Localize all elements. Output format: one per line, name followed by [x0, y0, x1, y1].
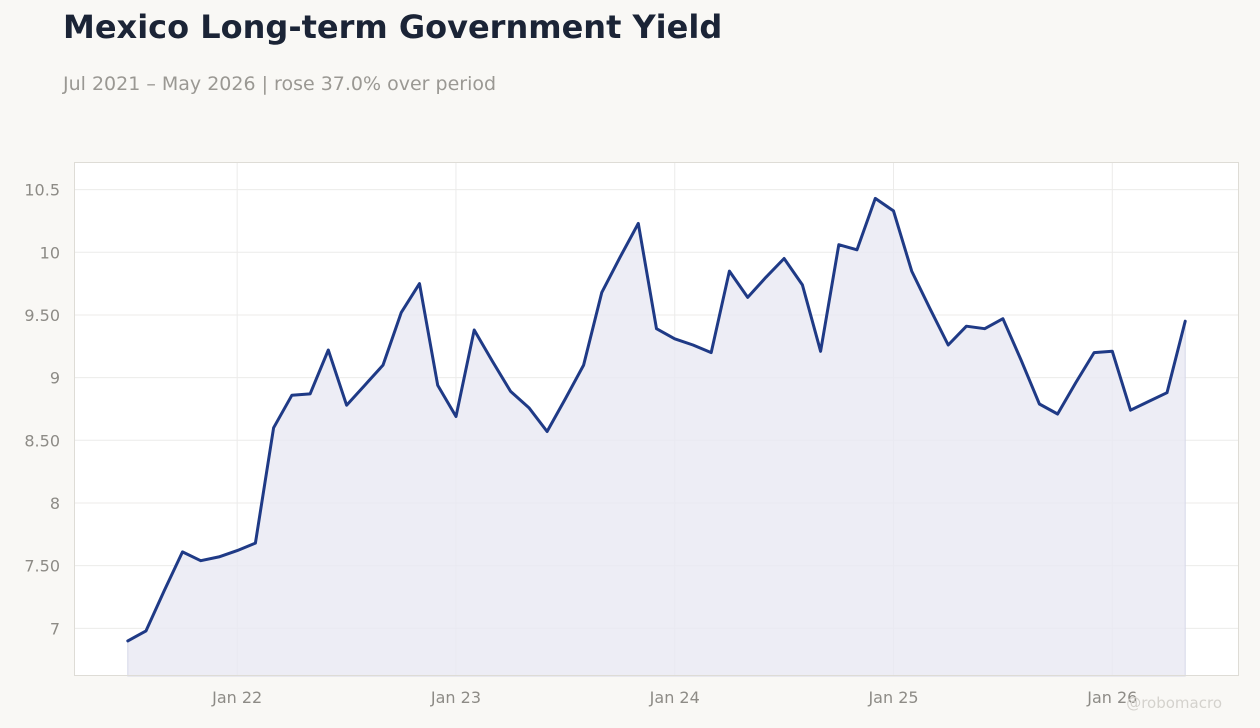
y-tick-label: 8	[50, 494, 60, 513]
y-tick-label: 9	[50, 369, 60, 388]
x-tick-label: Jan 23	[430, 688, 481, 707]
page-title: Mexico Long-term Government Yield	[63, 8, 723, 46]
series-line	[126, 196, 1187, 643]
x-tick-label: Jan 24	[649, 688, 700, 707]
y-tick-label: 10	[40, 243, 60, 262]
x-axis-ticks: Jan 22 Jan 23 Jan 24 Jan 25 Jan 26	[211, 688, 1137, 707]
x-tick-label: Jan 22	[211, 688, 262, 707]
y-tick-label: 8.50	[24, 431, 60, 450]
y-tick-label: 9.50	[24, 306, 60, 325]
y-tick-label: 7	[50, 619, 60, 638]
x-tick-label: Jan 26	[1086, 688, 1137, 707]
y-tick-label: 10.5	[24, 181, 60, 200]
page-subtitle: Jul 2021 – May 2026 | rose 37.0% over pe…	[63, 73, 497, 95]
x-tick-label: Jan 25	[867, 688, 918, 707]
y-tick-label: 7.50	[24, 557, 60, 576]
watermark: @robomacro	[1126, 694, 1222, 712]
plot-frame	[74, 162, 1239, 676]
y-axis-ticks: 7 7.50 8 8.50 9 9.50 10 10.5	[24, 181, 60, 639]
